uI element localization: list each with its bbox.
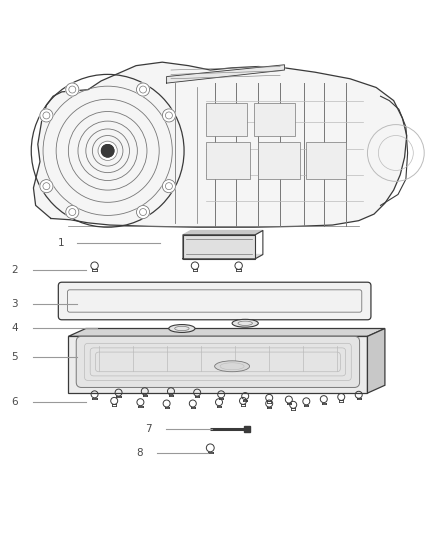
Bar [206,142,250,179]
Bar [258,142,300,179]
Polygon shape [183,230,263,235]
FancyBboxPatch shape [76,336,360,387]
Polygon shape [166,65,285,83]
Text: 3: 3 [11,298,18,309]
Polygon shape [68,336,367,393]
Bar [206,103,247,135]
Text: 6: 6 [11,397,18,407]
Ellipse shape [215,361,250,372]
Circle shape [98,141,117,160]
Circle shape [137,206,150,219]
Bar [306,142,346,179]
Circle shape [102,144,114,157]
Circle shape [66,206,79,219]
Circle shape [40,109,53,122]
FancyBboxPatch shape [58,282,371,320]
Text: 2: 2 [11,264,18,274]
Circle shape [66,83,79,96]
Circle shape [137,83,150,96]
Text: 5: 5 [11,352,18,362]
Text: 4: 4 [11,322,18,333]
Text: 8: 8 [136,448,143,458]
Circle shape [162,180,176,193]
Circle shape [40,180,53,193]
Ellipse shape [232,319,258,327]
Ellipse shape [169,325,195,333]
Polygon shape [367,328,385,393]
Text: 7: 7 [145,424,151,434]
Polygon shape [33,62,407,227]
Polygon shape [183,254,263,259]
Circle shape [102,144,114,157]
Bar [183,235,255,259]
Circle shape [162,109,176,122]
Bar [254,103,295,135]
Text: 1: 1 [57,238,64,248]
Polygon shape [68,328,385,336]
